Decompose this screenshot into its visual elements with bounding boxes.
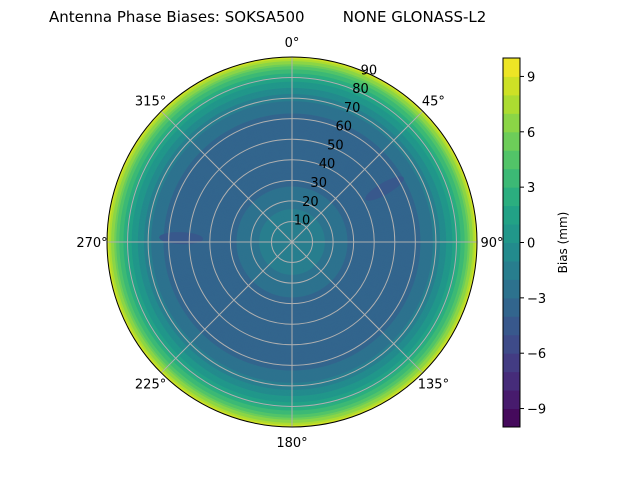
theta-tick-label: 45°: [422, 95, 445, 110]
angular-gridline: [160, 110, 293, 243]
colorbar: −9 −6 −3 0 3 6 9 Bias (mm): [502, 57, 570, 428]
chart-title: Antenna Phase Biases: SOKSA500 NONE GLON…: [49, 8, 487, 26]
colorbar-level: [503, 224, 520, 243]
colorbar-tick-label: 0: [527, 237, 535, 252]
colorbar-level: [503, 279, 520, 299]
colorbar-level: [503, 408, 520, 428]
colorbar-level: [503, 58, 520, 77]
colorbar-level: [503, 334, 520, 354]
colorbar-level: [503, 113, 520, 133]
colorbar-level: [503, 390, 520, 410]
radial-tick-label: 50: [327, 138, 344, 153]
colorbar-level: [503, 76, 520, 96]
colorbar-label: Bias (mm): [556, 212, 570, 274]
angular-gridline: [291, 241, 424, 374]
contour-minimum: [365, 176, 404, 201]
grid-lines: [106, 56, 478, 428]
colorbar-tick-label: 3: [527, 181, 535, 196]
colorbar-tick-label: 9: [527, 70, 535, 85]
theta-tick-label: 180°: [276, 436, 307, 451]
colorbar-tick-label: −3: [527, 292, 546, 307]
colorbar-level: [503, 371, 520, 391]
colorbar-level: [503, 205, 520, 225]
colorbar-level: [503, 260, 520, 280]
colorbar-level: [503, 131, 520, 151]
theta-tick-label: 0°: [285, 36, 300, 51]
angular-gridline: [291, 110, 424, 243]
colorbar-level: [503, 353, 520, 373]
colorbar-level: [503, 150, 520, 170]
radial-tick-label: 90: [361, 63, 378, 78]
colorbar-tick-label: −9: [527, 403, 546, 418]
radial-tick-label: 40: [319, 157, 336, 172]
theta-tick-label: 315°: [135, 95, 166, 110]
contour-minimum: [159, 232, 204, 245]
colorbar-level: [503, 187, 520, 207]
radial-tick-label: 30: [310, 176, 327, 191]
colorbar-level: [503, 168, 520, 188]
radial-tick-label: 80: [352, 82, 369, 97]
colorbar-level: [503, 242, 520, 262]
theta-tick-label: 90°: [480, 236, 503, 251]
colorbar-level: [503, 297, 520, 317]
radial-tick-label: 70: [344, 101, 361, 116]
radial-tick-label: 60: [336, 120, 353, 135]
colorbar-tick-label: −6: [527, 347, 546, 362]
angular-gridline: [160, 241, 293, 374]
radial-tick-label: 20: [302, 195, 319, 210]
theta-tick-label: 135°: [418, 377, 449, 392]
colorbar-tick-label: 6: [527, 126, 535, 141]
colorbar-level: [503, 316, 520, 336]
theta-tick-label: 270°: [76, 236, 107, 251]
radial-tick-label: 10: [294, 214, 311, 229]
polar-frame: [106, 56, 478, 428]
tick-labels: 0° 45° 90° 135° 180° 225° 270° 315° 10 20 30 40 50 60…: [76, 36, 503, 451]
colorbar-level: [503, 94, 520, 114]
theta-tick-label: 225°: [135, 377, 166, 392]
